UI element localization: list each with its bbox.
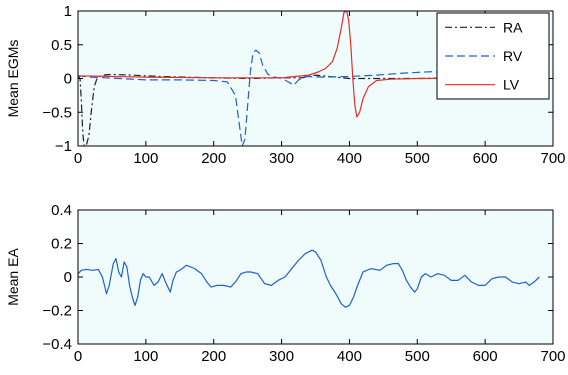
series-group (78, 249, 540, 308)
y-tick-label: 0.5 (51, 37, 72, 54)
x-tick-label: 400 (337, 348, 362, 365)
y-tick-label: 0.2 (51, 236, 72, 253)
y-tick-label: 0 (64, 71, 72, 88)
x-tick-label: 300 (269, 150, 294, 167)
x-tick-label: 600 (473, 348, 498, 365)
y-tick-label: −0.5 (42, 104, 72, 121)
x-tick-label: 100 (133, 150, 158, 167)
egm-panel: 0 100 200 300 400 500 600 700 1 0.5 0 −0.5 −1 Mean EG… (5, 3, 566, 167)
y-tick-label: −1 (55, 138, 72, 155)
x-tick-label: 700 (540, 348, 565, 365)
ea-panel: 0 100 200 300 400 500 600 700 0.4 0.2 0 −0.2 −0.4 Mea… (5, 202, 566, 365)
x-tick-label: 0 (74, 348, 82, 365)
x-tick-label: 700 (540, 150, 565, 167)
x-tick-label: 200 (201, 348, 226, 365)
plot-area (78, 210, 553, 344)
x-tick-label: 0 (74, 150, 82, 167)
x-tick-label: 200 (201, 150, 226, 167)
x-tick-label: 300 (269, 348, 294, 365)
y-tick-label: 1 (64, 3, 72, 20)
y-tick-label: 0.4 (51, 202, 72, 219)
series-line-ea (78, 249, 540, 308)
x-tick-label: 500 (405, 348, 430, 365)
legend-label-lv: LV (503, 77, 520, 93)
series-line-rv (78, 49, 540, 146)
y-axis-label: Mean EA (5, 248, 21, 306)
x-tick-label: 400 (337, 150, 362, 167)
x-tick-label: 600 (473, 150, 498, 167)
x-tick-label: 100 (133, 348, 158, 365)
y-axis-label: Mean EGMs (5, 40, 21, 118)
legend-label-ra: RA (503, 19, 523, 35)
legend-label-rv: RV (503, 48, 523, 64)
y-tick-label: 0 (64, 269, 72, 286)
x-tick-label: 500 (405, 150, 430, 167)
y-tick-label: −0.2 (42, 303, 72, 320)
y-tick-label: −0.4 (42, 336, 72, 353)
